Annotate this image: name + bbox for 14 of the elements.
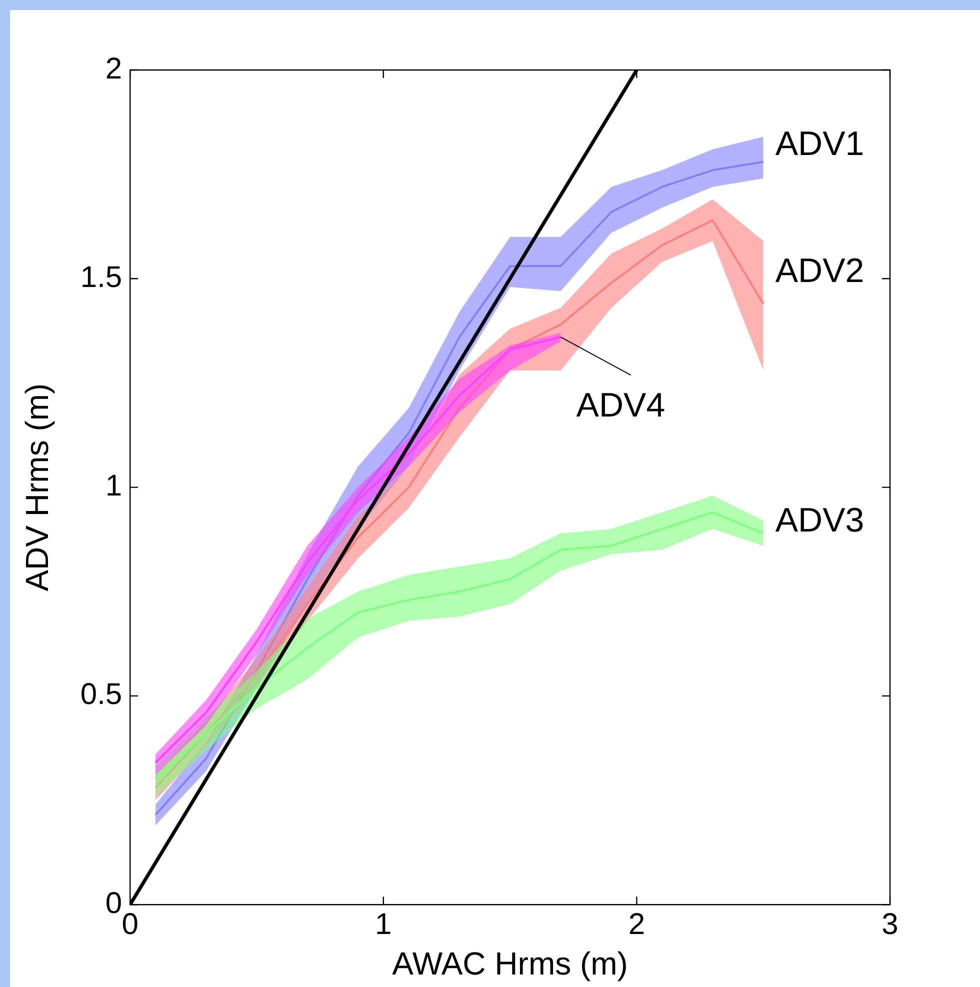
- x-tick-label: 1: [375, 908, 392, 941]
- series-label: ADV1: [775, 125, 864, 164]
- series-label: ADV2: [775, 252, 864, 290]
- x-tick-label: 3: [882, 908, 898, 941]
- y-tick-label: 1.5: [80, 260, 122, 294]
- y-tick-label: 1: [105, 470, 122, 503]
- series-label: ADV4: [576, 386, 666, 424]
- y-tick-label: 0.5: [80, 678, 122, 712]
- y-tick-label: 2: [105, 52, 122, 86]
- series-label: ADV3: [775, 502, 864, 540]
- y-tick-label: 0: [105, 886, 122, 920]
- x-tick-label: 2: [628, 908, 646, 941]
- y-axis-title: ADV Hrms (m): [19, 383, 56, 592]
- x-axis-title: AWAC Hrms (m): [392, 946, 628, 982]
